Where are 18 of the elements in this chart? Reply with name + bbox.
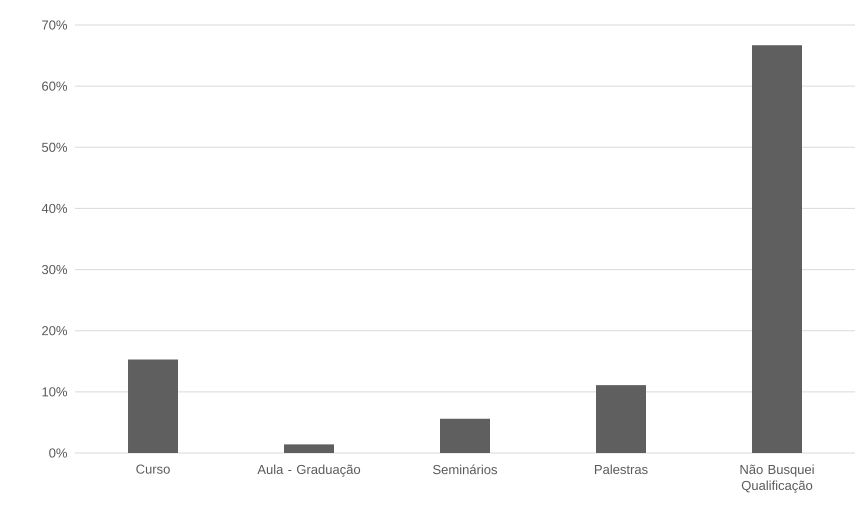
y-tick-label: 50% <box>42 142 68 152</box>
y-tick-label: 20% <box>42 326 68 336</box>
bar <box>128 359 178 453</box>
y-tick-label: 0% <box>49 448 68 458</box>
y-tick-label: 60% <box>42 82 68 91</box>
bar <box>284 444 334 453</box>
x-tick-label: Seminários <box>433 464 498 474</box>
x-tick-label: Palestras <box>594 464 648 474</box>
bar <box>440 418 490 453</box>
bar <box>752 45 802 453</box>
y-tick-label: 40% <box>42 204 68 214</box>
x-tick-label: Não Busquei Qualificação <box>740 464 814 493</box>
y-tick-label: 70% <box>42 20 68 30</box>
bar <box>596 385 646 453</box>
x-tick-label: Aula - Graduação <box>257 464 360 477</box>
y-tick-label: 30% <box>42 264 68 274</box>
x-tick-label: Curso <box>136 464 170 474</box>
y-tick-label: 10% <box>42 387 68 396</box>
